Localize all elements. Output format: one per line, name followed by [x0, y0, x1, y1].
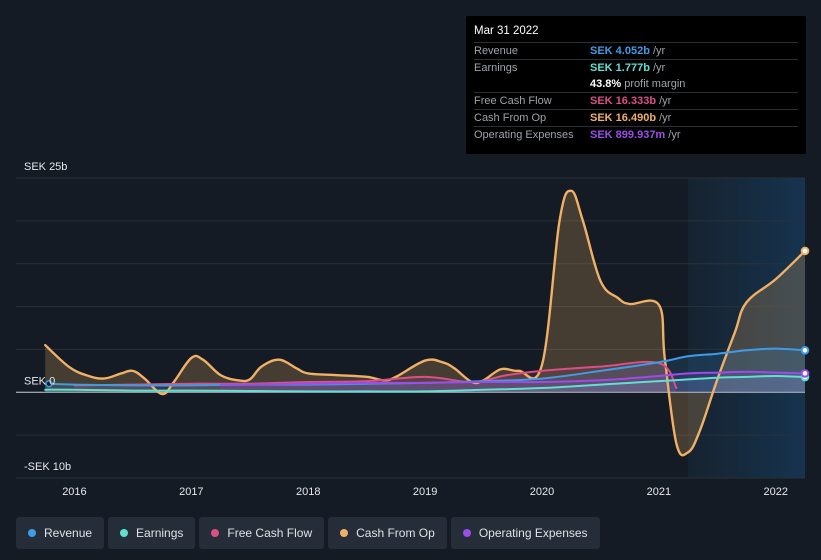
- tooltip-label: Revenue: [474, 45, 519, 57]
- x-tick-label: 2018: [296, 486, 320, 498]
- revenue-start-point: [45, 379, 53, 388]
- tooltip-label: Cash From Op: [474, 112, 547, 124]
- tooltip-row-earnings: Earnings SEK 1.777b /yr: [474, 59, 798, 76]
- free-cash-flow-dot-icon: [211, 529, 220, 537]
- x-tick-label: 2022: [764, 486, 788, 498]
- tooltip-value: SEK 899.937m: [590, 129, 666, 141]
- revenue-area: [45, 348, 806, 393]
- x-tick-label: 2016: [62, 486, 86, 498]
- tooltip-panel: Mar 31 2022 Revenue SEK 4.052b /yr Earni…: [466, 16, 806, 154]
- y-tick-label: SEK 0: [24, 375, 55, 387]
- operating-expenses-end-point: [800, 369, 810, 378]
- legend-item-operating-expenses[interactable]: Operating Expenses: [450, 517, 600, 549]
- tooltip-unit: /yr: [668, 129, 681, 141]
- tooltip-unit: profit margin: [624, 78, 686, 90]
- tooltip-label: Free Cash Flow: [474, 95, 552, 107]
- operating-expenses-dot-icon: [462, 529, 471, 537]
- tooltip-row-free-cash-flow: Free Cash Flow SEK 16.333b /yr: [474, 92, 798, 109]
- tooltip-value: SEK 4.052b: [590, 45, 650, 57]
- legend-item-revenue[interactable]: Revenue: [16, 517, 105, 549]
- legend-item-earnings[interactable]: Earnings: [108, 517, 196, 549]
- tooltip-unit: /yr: [652, 62, 666, 74]
- tooltip-unit: /yr: [652, 45, 666, 57]
- legend-item-free-cash-flow[interactable]: Free Cash Flow: [199, 517, 325, 549]
- tooltip-value: 43.8%: [590, 78, 622, 90]
- tooltip-date: Mar 31 2022: [474, 25, 539, 37]
- tooltip-unit: /yr: [659, 112, 672, 124]
- earnings-dot-icon: [120, 529, 129, 537]
- revenue-end-point: [800, 345, 810, 355]
- y-tick-label: SEK 25b: [24, 161, 67, 173]
- legend-label: Revenue: [44, 526, 93, 540]
- legend-label: Earnings: [136, 526, 184, 540]
- revenue-dot-icon: [28, 529, 36, 537]
- x-tick-label: 2020: [530, 486, 554, 498]
- cash-from-op-dot-icon: [340, 529, 349, 537]
- tooltip-row-profit-margin: 43.8% profit margin: [474, 76, 798, 92]
- legend-label: Operating Expenses: [478, 526, 588, 540]
- x-tick-label: 2021: [647, 486, 671, 498]
- earnings-line: [44, 374, 806, 393]
- legend-label: Free Cash Flow: [227, 526, 313, 540]
- forecast-region: [688, 178, 805, 478]
- y-tick-label: -SEK 10b: [24, 461, 71, 473]
- tooltip-row-operating-expenses: Operating Expenses SEK 899.937m /yr: [474, 126, 798, 143]
- tooltip-label: [474, 76, 590, 92]
- x-tick-label: 2017: [179, 486, 203, 498]
- tooltip-value: SEK 16.333b: [590, 95, 657, 107]
- cash-from-op-area: [45, 190, 806, 456]
- chart-legend: Revenue Earnings Free Cash Flow Cash Fro…: [16, 517, 600, 549]
- tooltip-row-cash-from-op: Cash From Op SEK 16.490b /yr: [474, 109, 798, 126]
- free-cash-flow-line: [73, 360, 678, 389]
- tooltip-row-revenue: Revenue SEK 4.052b /yr: [474, 42, 798, 59]
- operating-expenses-line: [219, 370, 806, 386]
- tooltip-unit: /yr: [659, 95, 672, 107]
- x-tick-label: 2019: [413, 486, 437, 498]
- cash-from-op-line: [44, 189, 807, 457]
- legend-item-cash-from-op[interactable]: Cash From Op: [328, 517, 447, 549]
- tooltip-value: SEK 16.490b: [590, 112, 657, 124]
- legend-label: Cash From Op: [356, 526, 435, 540]
- earnings-area: [45, 375, 806, 393]
- tooltip-label: Earnings: [474, 62, 518, 74]
- tooltip-value: SEK 1.777b: [590, 62, 650, 74]
- tooltip-label: Operating Expenses: [474, 129, 574, 141]
- cash-from-op-end-point: [800, 246, 810, 256]
